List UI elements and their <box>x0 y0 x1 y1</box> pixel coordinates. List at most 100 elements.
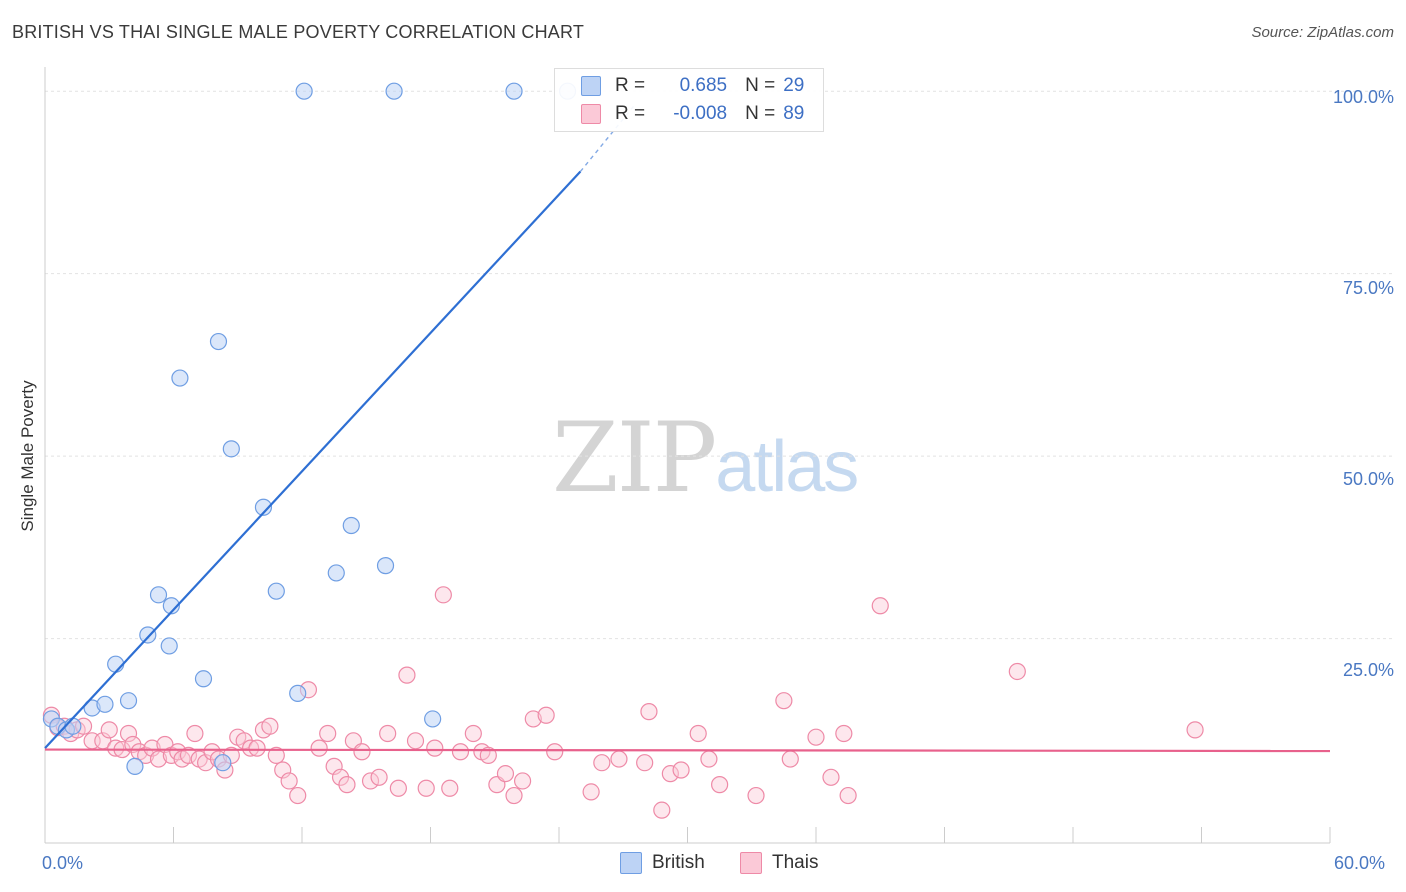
thai-point <box>156 735 174 754</box>
thai-point <box>197 754 215 772</box>
british-point <box>385 82 403 100</box>
thai-point <box>537 706 555 724</box>
british-r-value: 0.685 <box>679 75 728 96</box>
watermark: ZIPatlas <box>552 402 859 514</box>
british-point <box>139 626 157 644</box>
thai-point <box>179 746 198 765</box>
thai-point <box>338 776 356 794</box>
thai-point <box>871 597 889 615</box>
thai-point <box>747 786 765 805</box>
thai-point <box>280 772 298 790</box>
thai-point <box>441 779 459 797</box>
british-point <box>194 670 213 688</box>
british-point <box>214 754 232 772</box>
thais-legend-label: Thais <box>772 852 819 873</box>
thai-point <box>361 772 380 790</box>
thai-point <box>1008 662 1026 681</box>
thai-point <box>289 786 307 805</box>
thai-point <box>143 739 161 757</box>
thai-point <box>700 750 718 768</box>
thai-point <box>593 754 611 772</box>
thais-r-label: R = <box>615 103 646 124</box>
thai-point <box>711 776 729 794</box>
thais-n-value: 89 <box>783 103 805 124</box>
british-point <box>295 82 313 100</box>
british-point <box>267 582 285 600</box>
thai-point <box>353 743 371 761</box>
thai-point <box>781 750 799 768</box>
thai-point <box>835 724 853 743</box>
series-legend-british[interactable]: British <box>620 852 705 874</box>
thai-point <box>689 724 707 743</box>
thai-point <box>661 765 679 783</box>
british-point <box>119 692 138 710</box>
thai-point <box>186 724 204 743</box>
british-trend-extension <box>579 105 635 172</box>
british-point <box>376 557 395 575</box>
thai-point <box>406 732 425 750</box>
british-n-label: N = <box>745 75 776 96</box>
thai-point <box>100 721 118 739</box>
thai-point <box>310 739 328 757</box>
y-tick-label-100: 100.0% <box>1332 87 1394 107</box>
thai-point <box>1186 721 1204 739</box>
british-point <box>171 369 189 387</box>
thai-point <box>496 765 515 783</box>
thais-swatch-icon <box>581 104 601 124</box>
british-point <box>160 637 178 655</box>
thai-point <box>640 703 658 721</box>
british-point <box>64 717 82 735</box>
british-point <box>424 710 442 728</box>
thai-point <box>546 743 564 761</box>
thai-point <box>505 786 523 805</box>
thai-point <box>119 724 138 743</box>
y-tick-label-75: 75.0% <box>1342 278 1394 298</box>
thai-point <box>582 783 600 801</box>
british-n-value: 29 <box>783 75 805 96</box>
british-point <box>149 586 168 604</box>
source-credit: Source: ZipAtlas.com <box>1251 24 1394 41</box>
thai-point <box>513 772 532 790</box>
british-point <box>96 695 114 713</box>
thais-legend-icon <box>740 852 762 874</box>
correlation-legend: R = 0.685 N = 29 R = -0.008 N = 89 <box>554 68 824 132</box>
chart-title: BRITISH VS THAI SINGLE MALE POVERTY CORR… <box>12 22 585 42</box>
watermark-zip: ZIP <box>552 402 717 514</box>
british-point <box>126 757 144 775</box>
british-legend-label: British <box>652 852 705 873</box>
thai-point <box>434 586 452 604</box>
thai-trend-line <box>44 748 1331 753</box>
british-point <box>505 82 523 100</box>
thai-point <box>319 724 337 743</box>
thais-r-value: -0.008 <box>673 103 728 124</box>
british-point <box>342 516 360 535</box>
british-point <box>327 564 345 582</box>
thai-point <box>464 724 482 743</box>
british-point <box>162 597 180 615</box>
thai-point <box>426 739 444 757</box>
thai-point <box>325 757 343 775</box>
british-point <box>254 498 273 516</box>
british-point <box>209 332 228 351</box>
thai-point <box>107 739 125 757</box>
british-trend-line <box>44 170 582 749</box>
thai-point <box>524 710 542 728</box>
british-point <box>107 655 125 673</box>
x-tick-label-min: 0.0% <box>42 853 84 873</box>
thai-point <box>479 746 497 765</box>
thai-point <box>379 724 397 743</box>
thai-point <box>267 746 285 765</box>
series-legend-thais[interactable]: Thais <box>740 852 818 874</box>
thai-point <box>451 743 470 761</box>
thai-point <box>839 786 857 805</box>
british-legend-icon <box>620 852 642 874</box>
thai-point <box>274 761 292 779</box>
y-axis-label: Single Male Poverty <box>18 380 37 532</box>
thai-point <box>389 779 407 797</box>
thai-point <box>261 717 279 735</box>
thai-point <box>610 750 628 768</box>
thai-point <box>398 666 416 684</box>
thai-point <box>775 692 793 710</box>
british-swatch-icon <box>581 76 601 96</box>
